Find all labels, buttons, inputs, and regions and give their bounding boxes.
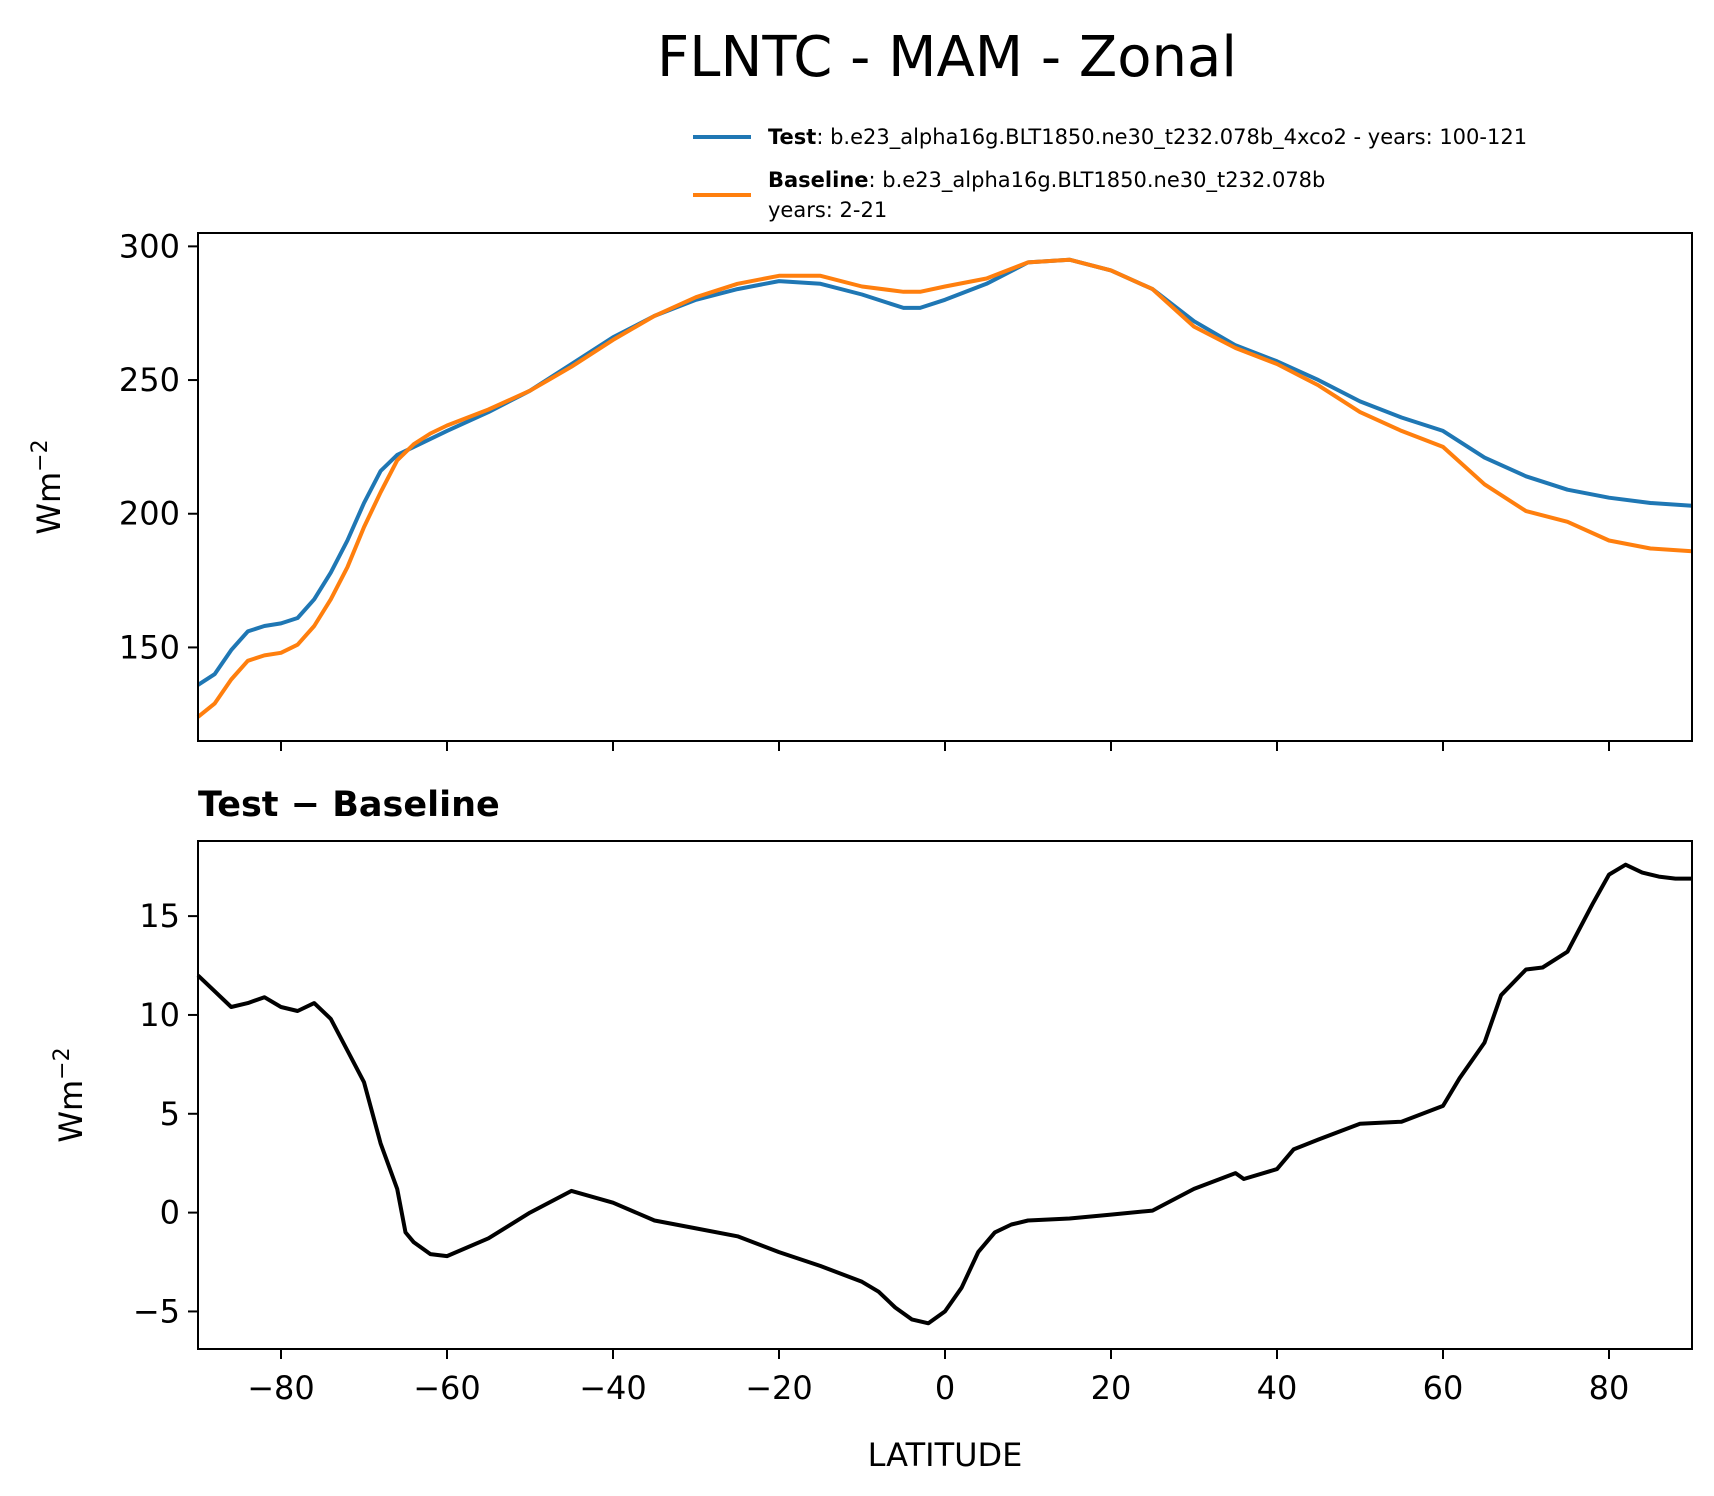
top-series <box>196 257 1693 719</box>
top-series-test-line <box>196 257 1693 687</box>
bottom-ylabel-sup: −2 <box>50 1047 75 1079</box>
top-ylabel-base: Wm <box>30 472 68 535</box>
top-ylabel-sup: −2 <box>28 439 53 471</box>
bottom-series-difference-line <box>196 862 1692 1326</box>
legend-label-baseline: Baseline <box>768 168 869 192</box>
bottom-ytick-label: 0 <box>160 1194 180 1232</box>
bottom-ticks: −5 0 5 10 15 −80 −60 −40 −20 0 20 40 60 80 <box>133 897 1630 1407</box>
bottom-ylabel: Wm−2 <box>50 1047 90 1142</box>
top-axes: 150 200 250 300 Wm−2 <box>28 227 1693 751</box>
legend: Test: b.e23_alpha16g.BLT1850.ne30_t232.0… <box>693 125 1527 222</box>
top-ylabel: Wm−2 <box>28 439 68 534</box>
bottom-xtick-label: 40 <box>1257 1369 1298 1407</box>
bottom-xtick-label: 80 <box>1589 1369 1630 1407</box>
bottom-axes: Test − Baseline −5 0 5 10 15 −80 −60 −40 −20 0 20 4… <box>50 785 1693 1474</box>
bottom-ytick-label: 10 <box>139 996 180 1034</box>
bottom-xtick-label: −40 <box>579 1369 647 1407</box>
top-ytick-label: 300 <box>119 227 180 265</box>
legend-text-baseline: : b.e23_alpha16g.BLT1850.ne30_t232.078b <box>869 168 1326 193</box>
top-ticks: 150 200 250 300 <box>119 227 1610 751</box>
top-plot-frame <box>197 232 1693 742</box>
bottom-series <box>196 862 1692 1326</box>
bottom-subtitle: Test − Baseline <box>198 785 500 825</box>
bottom-xtick-label: −20 <box>745 1369 813 1407</box>
top-series-baseline-line <box>196 257 1693 719</box>
bottom-ytick-label: −5 <box>133 1292 180 1330</box>
bottom-ytick-label: 15 <box>139 897 180 935</box>
legend-entry-baseline: Baseline: b.e23_alpha16g.BLT1850.ne30_t2… <box>768 168 1325 193</box>
bottom-xtick-label: 20 <box>1091 1369 1132 1407</box>
bottom-ylabel-base: Wm <box>52 1080 90 1143</box>
legend-label-test: Test <box>768 125 816 149</box>
bottom-xtick-label: −80 <box>247 1369 315 1407</box>
legend-text-test: : b.e23_alpha16g.BLT1850.ne30_t232.078b_… <box>816 125 1527 150</box>
legend-entry-test: Test: b.e23_alpha16g.BLT1850.ne30_t232.0… <box>768 125 1527 150</box>
top-ytick-label: 250 <box>119 361 180 399</box>
bottom-xtick-label: −60 <box>413 1369 481 1407</box>
bottom-xtick-label: 60 <box>1423 1369 1464 1407</box>
bottom-plot-frame <box>197 840 1693 1350</box>
bottom-xtick-label: 0 <box>935 1369 955 1407</box>
legend-text2-baseline: years: 2-21 <box>768 198 887 222</box>
figure-title: FLNTC - MAM - Zonal <box>657 25 1237 90</box>
top-ytick-label: 150 <box>119 628 180 666</box>
bottom-ytick-label: 5 <box>160 1095 180 1133</box>
bottom-xlabel: LATITUDE <box>868 1436 1023 1474</box>
top-ytick-label: 200 <box>119 495 180 533</box>
